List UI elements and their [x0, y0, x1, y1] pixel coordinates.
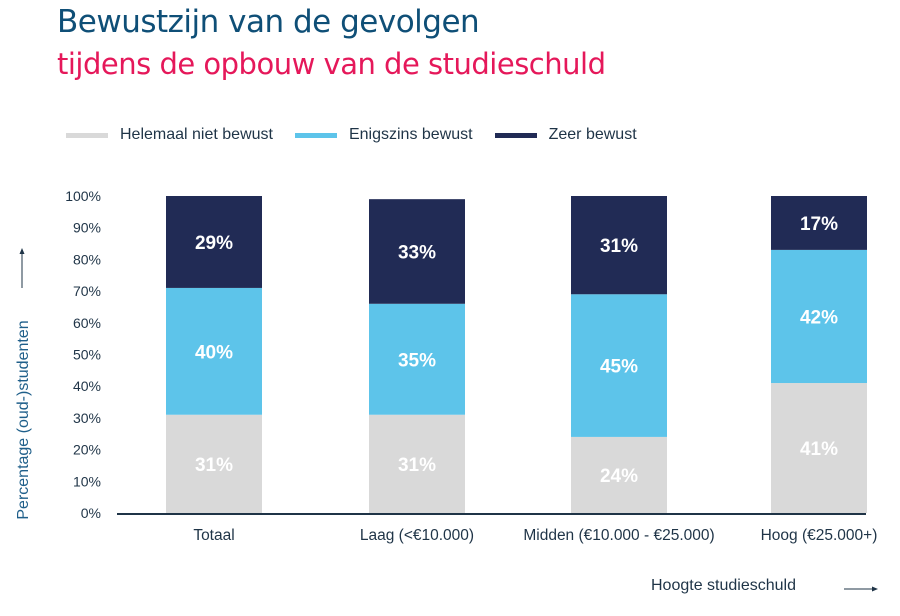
chart-subtitle: tijdens de opbouw van de studieschuld	[57, 47, 606, 81]
legend-label: Zeer bewust	[548, 126, 637, 143]
data-label: 40%	[195, 342, 233, 363]
bar-segment-zeer-bewust	[771, 196, 867, 250]
y-tick-label: 60%	[73, 315, 101, 331]
legend-item-helemaal-niet-bewust: Helemaal niet bewust	[66, 126, 273, 144]
legend-swatch-enigszins-bewust	[294, 132, 337, 138]
x-category-label: Hoog (€25.000+)	[761, 527, 878, 544]
bar-segment-enigszins-bewust	[571, 294, 667, 437]
data-label: 31%	[600, 236, 638, 257]
y-tick-label: 50%	[73, 347, 101, 363]
data-label: 31%	[195, 455, 233, 476]
bar-segment-helemaal-niet-bewust	[369, 414, 465, 513]
bar-segment-helemaal-niet-bewust	[771, 383, 867, 513]
bars: 31% 40% 29% 31% 35% 33% 24% 45% 31% 41% 42% 17%	[166, 196, 867, 513]
y-tick-label: 30%	[73, 410, 101, 426]
bar-segment-zeer-bewust	[571, 196, 667, 295]
x-category-label: Midden (€10.000 - €25.000)	[523, 527, 714, 544]
chart-title: Bewustzijn van de gevolgen	[57, 4, 480, 40]
data-label: 42%	[800, 307, 838, 328]
bar-segment-enigszins-bewust	[369, 303, 465, 415]
bar-segment-enigszins-bewust	[166, 287, 262, 415]
y-tick-label: 90%	[73, 220, 101, 236]
bar-segment-enigszins-bewust	[771, 249, 867, 384]
data-label: 31%	[398, 455, 436, 476]
x-axis-title: Hoogte studieschuld	[651, 577, 796, 594]
y-axis-title-group: Percentage (oud-)studenten	[15, 320, 32, 519]
bar-segment-helemaal-niet-bewust	[166, 414, 262, 513]
data-label: 17%	[800, 214, 838, 235]
data-label: 45%	[600, 357, 638, 378]
legend-swatch-helemaal-niet-bewust	[66, 132, 108, 138]
y-tick-label: 70%	[73, 283, 101, 299]
data-label: 35%	[398, 350, 436, 371]
x-axis-arrow-icon	[844, 586, 878, 592]
y-axis-ticks: 0% 10% 20% 30% 40% 50% 60% 70% 80% 90% 100%	[65, 188, 101, 521]
data-label: 41%	[800, 439, 838, 460]
bar-segment-zeer-bewust	[166, 196, 262, 288]
y-tick-label: 100%	[65, 188, 101, 204]
legend: Helemaal niet bewust Enigszins bewust Ze…	[66, 126, 659, 144]
y-tick-label: 10%	[73, 473, 101, 489]
legend-label: Helemaal niet bewust	[120, 126, 273, 143]
legend-swatch-zeer-bewust	[494, 132, 537, 138]
y-tick-label: 20%	[73, 442, 101, 458]
legend-item-zeer-bewust: Zeer bewust	[494, 126, 637, 144]
x-category-label: Laag (<€10.000)	[360, 527, 474, 544]
bar-segment-helemaal-niet-bewust	[571, 436, 667, 513]
bar-segment-zeer-bewust	[369, 199, 465, 304]
data-label: 24%	[600, 466, 638, 487]
data-label: 33%	[398, 242, 436, 263]
y-axis-arrow-icon	[19, 248, 25, 288]
y-tick-label: 80%	[73, 251, 101, 267]
x-category-label: Totaal	[193, 527, 234, 544]
x-axis-categories: Totaal Laag (<€10.000) Midden (€10.000 - €…	[193, 527, 877, 544]
y-tick-label: 0%	[81, 505, 101, 521]
y-tick-label: 40%	[73, 378, 101, 394]
legend-item-enigszins-bewust: Enigszins bewust	[294, 126, 473, 144]
data-label: 29%	[195, 233, 233, 254]
legend-label: Enigszins bewust	[348, 126, 473, 143]
y-axis-title: Percentage (oud-)studenten	[15, 320, 32, 519]
